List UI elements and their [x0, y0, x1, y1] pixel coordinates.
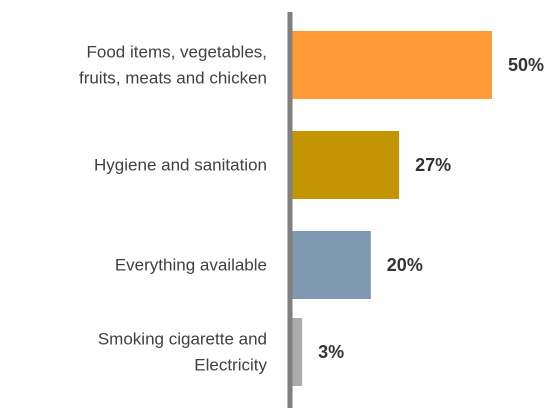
bar-1: [290, 131, 400, 199]
category-label-1-line-0: Hygiene and sanitation: [94, 156, 267, 175]
category-label-0-line-1: fruits, meats and chicken: [79, 69, 267, 88]
labels-layer: 50% Food items, vegetables, fruits, meats …: [79, 43, 544, 375]
category-label-3-line-0: Smoking cigarette and: [98, 330, 267, 349]
value-label-2: 20%: [387, 255, 423, 275]
bar-0: [290, 31, 492, 99]
bars-layer: [290, 31, 492, 386]
category-label-2-line-0: Everything available: [115, 256, 267, 275]
value-label-1: 27%: [415, 155, 451, 175]
category-label-3-line-1: Electricity: [194, 356, 267, 375]
bar-3: [290, 318, 303, 386]
value-label-3: 3%: [318, 342, 344, 362]
value-label-0: 50%: [508, 55, 544, 75]
bar-2: [290, 231, 371, 299]
category-label-0-line-0: Food items, vegetables,: [87, 43, 267, 62]
